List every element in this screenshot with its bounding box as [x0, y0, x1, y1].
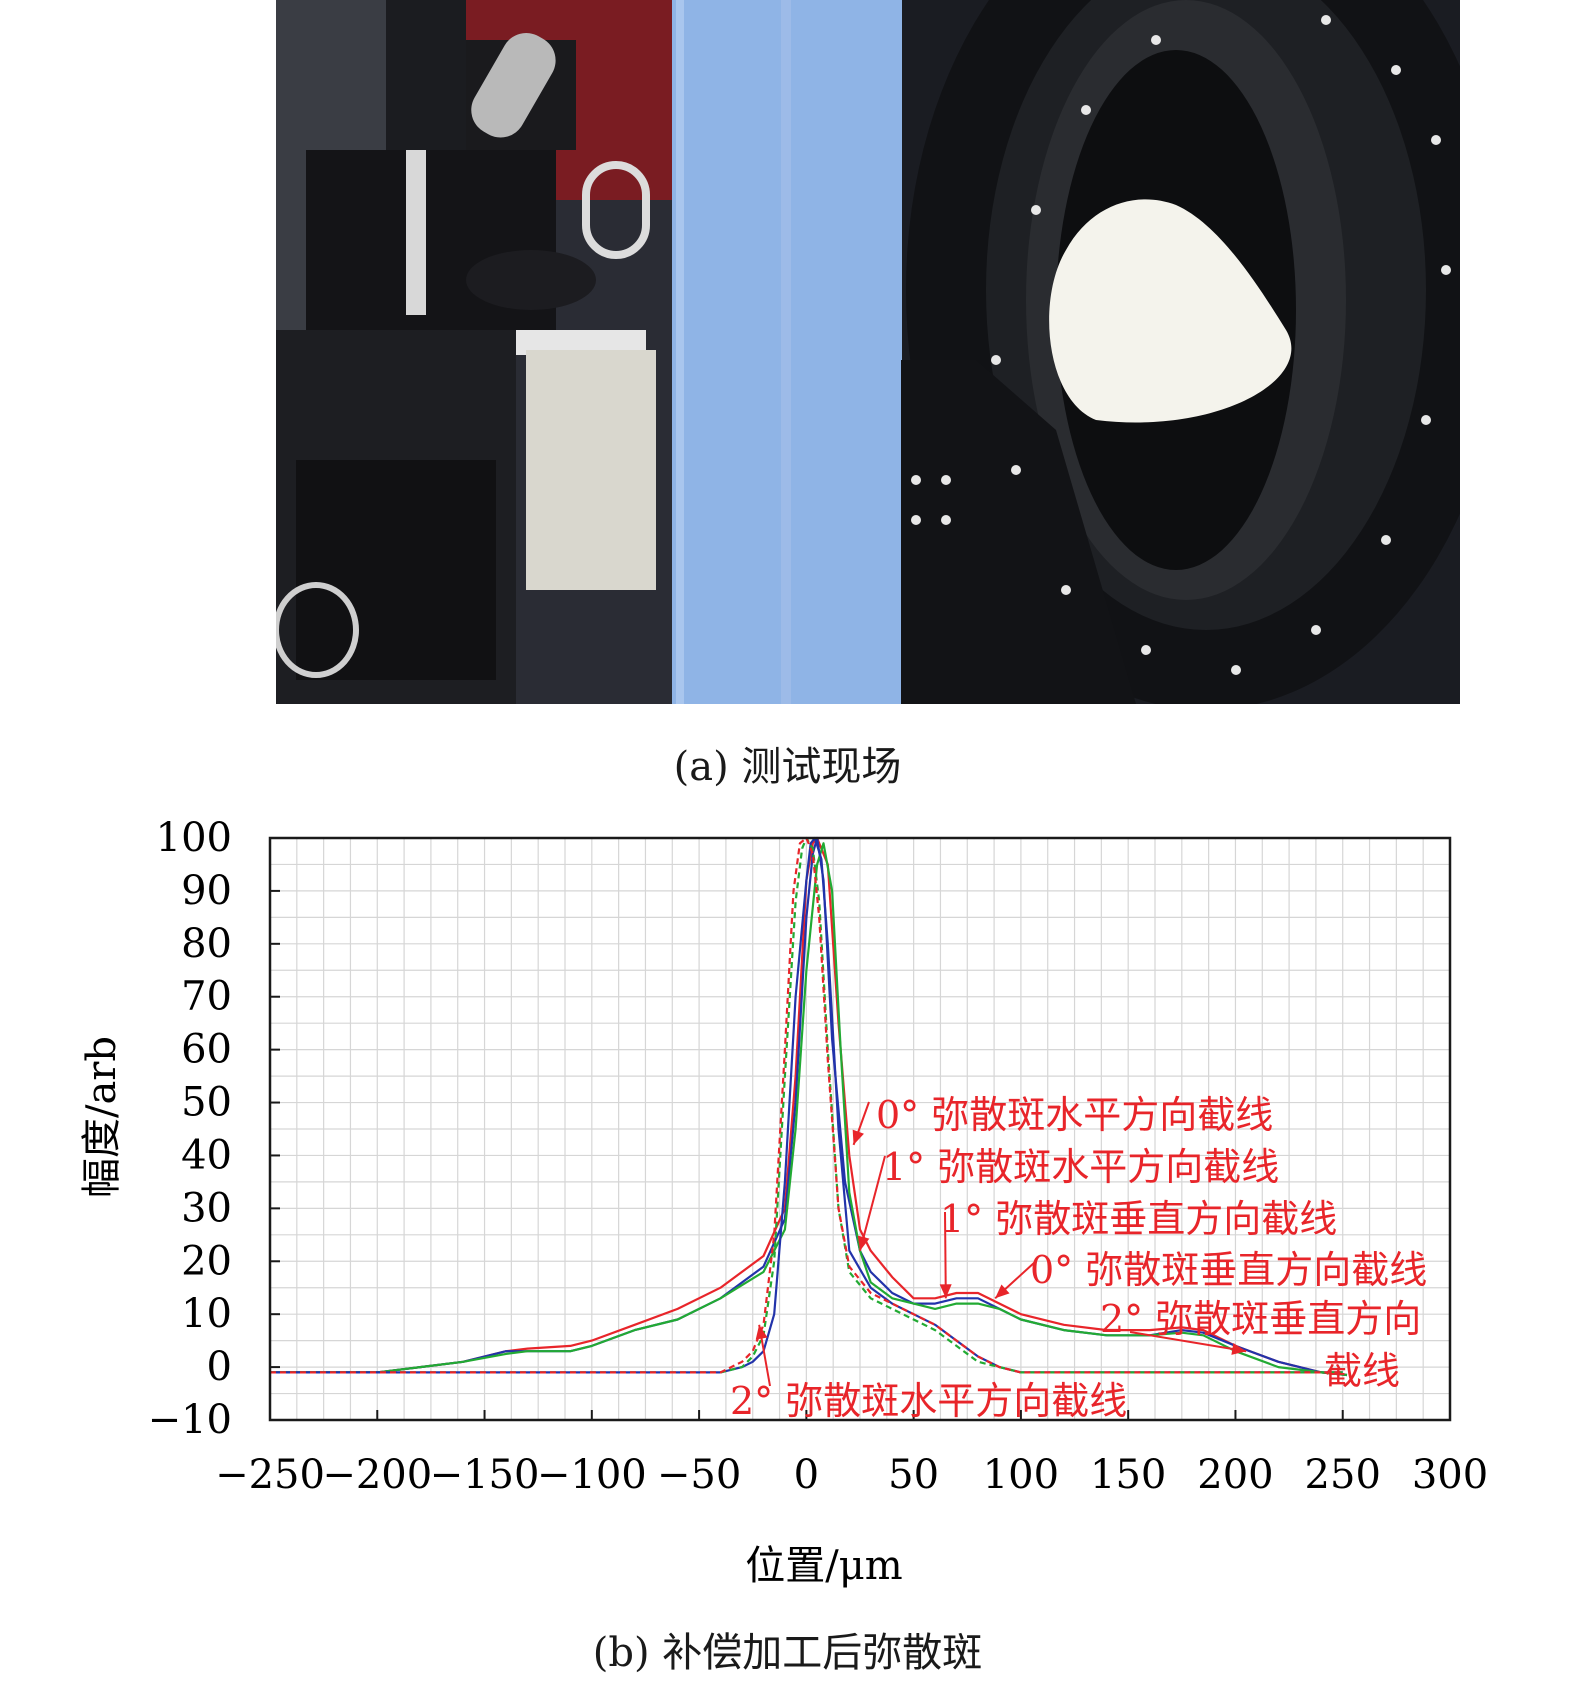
y-tick-label: 80 — [181, 921, 232, 967]
annotation-leader — [944, 1211, 947, 1299]
x-tick-label: 250 — [1305, 1452, 1381, 1498]
x-tick-label: 200 — [1197, 1452, 1273, 1498]
annotation-label: 2° 弥散斑水平方向截线 — [730, 1379, 1127, 1423]
blue-panel — [672, 0, 902, 704]
x-tick-label: −200 — [322, 1452, 432, 1498]
y-tick-label: 40 — [181, 1132, 232, 1178]
annotation-arrowhead — [939, 1284, 952, 1299]
y-axis-label: 幅度/arb — [79, 1036, 125, 1198]
series-line-5 — [270, 836, 1343, 1374]
annotation-leader — [1129, 1331, 1247, 1353]
y-tick-label: 10 — [181, 1291, 232, 1337]
x-tick-label: −250 — [215, 1452, 325, 1498]
y-tick-label: 20 — [181, 1238, 232, 1284]
series-lines — [270, 836, 1348, 1377]
annotation-arrowhead — [857, 1235, 870, 1251]
y-tick-label: 70 — [181, 974, 232, 1020]
y-tick-label: −10 — [148, 1397, 232, 1443]
y-tick-label: 50 — [181, 1080, 232, 1126]
series-line-6 — [270, 836, 1343, 1374]
x-tick-label: −100 — [537, 1452, 647, 1498]
annotation-label-cont: 截线 — [1324, 1349, 1400, 1393]
x-tick-label: −50 — [657, 1452, 741, 1498]
annotation-label: 0° 弥散斑水平方向截线 — [876, 1093, 1273, 1137]
series-line-3 — [270, 842, 1348, 1377]
test-site-photo — [276, 0, 1460, 704]
chart: −250−200−150−100 −50 0 50 100 150 200 250 300−10… — [79, 815, 1489, 1589]
x-tick-label: −150 — [430, 1452, 540, 1498]
annotation-label: 1° 弥散斑垂直方向截线 — [940, 1197, 1337, 1241]
y-tick-label: 30 — [181, 1185, 232, 1231]
x-tick-label: 0 — [794, 1452, 819, 1498]
annotations: 0° 弥散斑水平方向截线 1° 弥散斑水平方向截线 1° 弥散斑垂直方向截线 0° 弥… — [730, 1093, 1427, 1423]
y-tick-label: 60 — [181, 1027, 232, 1073]
x-tick-label: 50 — [888, 1452, 939, 1498]
x-tick-label: 100 — [983, 1452, 1059, 1498]
plot-frame — [268, 836, 1452, 1422]
annotation-arrowhead — [1231, 1343, 1247, 1355]
x-axis-label: 位置/μm — [745, 1543, 902, 1589]
caption-a: (a) 测试现场 — [673, 744, 902, 790]
y-tick-label: 100 — [156, 815, 232, 861]
y-tick-label: 90 — [181, 868, 232, 914]
mount-bolt-holes — [911, 15, 1451, 675]
annotation-label: 2° 弥散斑垂直方向 — [1100, 1297, 1421, 1341]
annotation-arrowhead — [995, 1284, 1010, 1299]
axis-ticks: −250−200−150−100 −50 0 50 100 150 200 250 300−10… — [148, 815, 1489, 1498]
annotation-leader — [859, 1155, 886, 1251]
annotation-label: 1° 弥散斑水平方向截线 — [882, 1145, 1279, 1189]
annotation-arrowhead — [852, 1129, 864, 1145]
aspheric-dome — [1049, 199, 1292, 423]
y-tick-label: 0 — [207, 1344, 232, 1390]
annotation-arrowhead — [755, 1324, 768, 1340]
x-tick-label: 300 — [1412, 1452, 1488, 1498]
x-tick-label: 150 — [1090, 1452, 1166, 1498]
caption-b: (b) 补偿加工后弥散斑 — [592, 1630, 983, 1676]
lab-equipment-left — [276, 0, 676, 704]
annotation-label: 0° 弥散斑垂直方向截线 — [1030, 1248, 1427, 1292]
